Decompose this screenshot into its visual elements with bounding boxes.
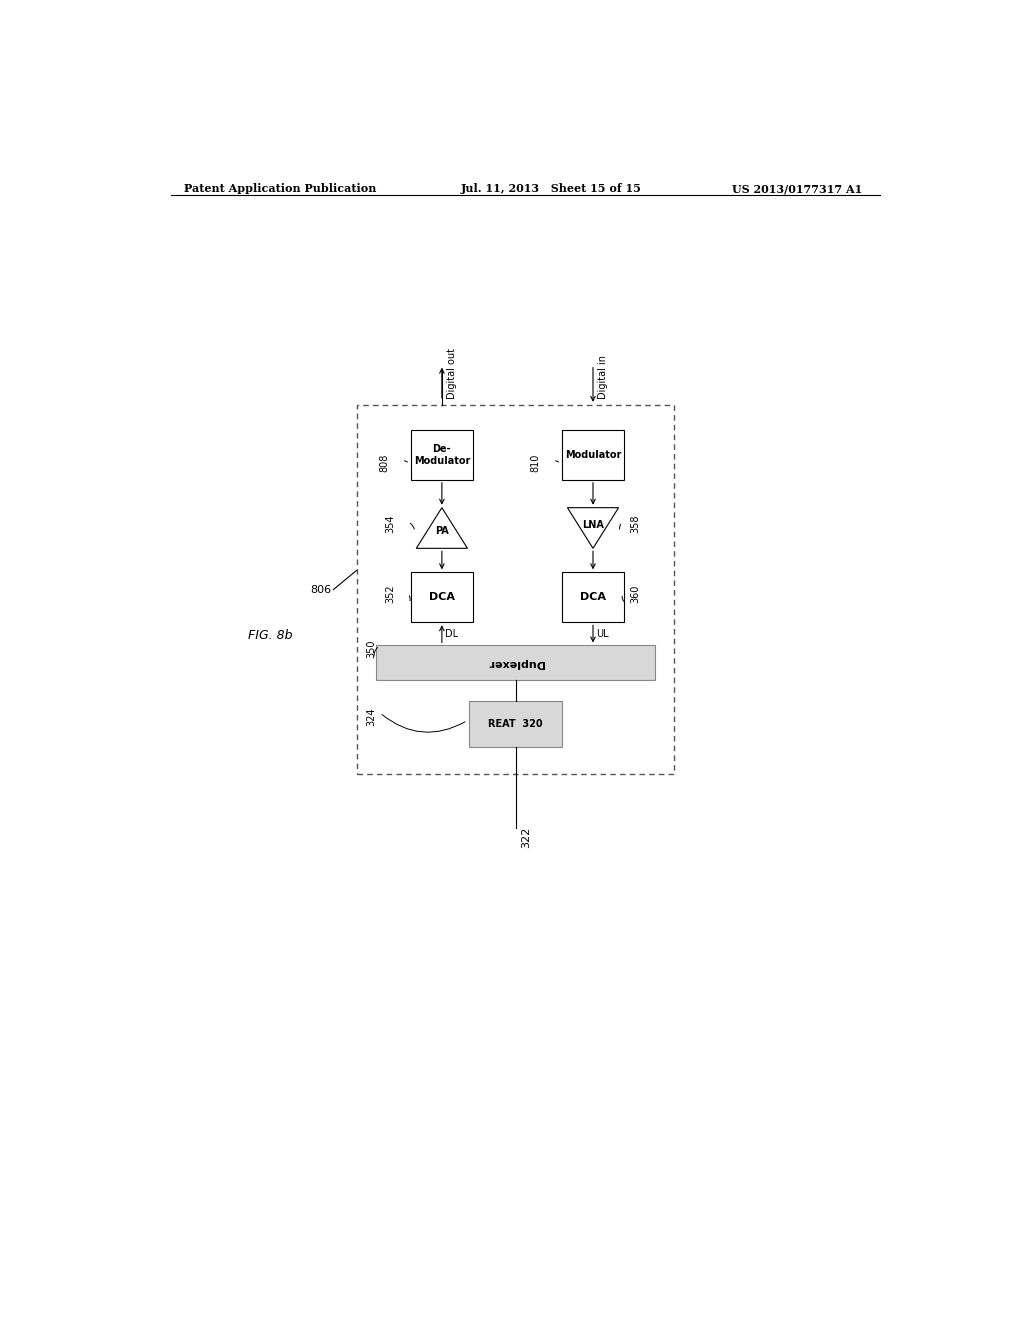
Text: 354: 354 [385, 515, 395, 533]
Text: 358: 358 [630, 515, 640, 533]
Bar [411, 573, 473, 622]
Text: UL: UL [596, 628, 608, 639]
Polygon shape [417, 508, 467, 548]
Bar [411, 430, 473, 480]
Bar [356, 405, 675, 775]
Text: US 2013/0177317 A1: US 2013/0177317 A1 [732, 183, 863, 194]
Text: Modulator: Modulator [565, 450, 622, 459]
Bar [562, 430, 624, 480]
Text: DCA: DCA [429, 593, 455, 602]
Text: De-
Modulator: De- Modulator [414, 444, 470, 466]
Text: 352: 352 [385, 585, 395, 603]
Bar [562, 573, 624, 622]
Text: 350: 350 [366, 640, 376, 659]
Bar [469, 701, 562, 747]
Text: 810: 810 [530, 453, 541, 471]
Text: 806: 806 [310, 585, 331, 594]
Text: 360: 360 [630, 585, 640, 603]
Polygon shape [567, 508, 618, 548]
Text: 324: 324 [366, 708, 376, 726]
Bar [376, 645, 655, 680]
Text: DL: DL [445, 628, 458, 639]
Text: PA: PA [435, 527, 449, 536]
Text: DCA: DCA [580, 593, 606, 602]
Text: FIG. 8b: FIG. 8b [248, 630, 293, 643]
Text: Patent Application Publication: Patent Application Publication [183, 183, 376, 194]
Text: Digital in: Digital in [598, 355, 607, 400]
Text: 322: 322 [521, 826, 530, 847]
Text: 808: 808 [379, 453, 389, 471]
Text: REAT  320: REAT 320 [488, 719, 543, 730]
Text: Jul. 11, 2013   Sheet 15 of 15: Jul. 11, 2013 Sheet 15 of 15 [461, 183, 642, 194]
Text: Digital out: Digital out [446, 348, 457, 400]
Text: LNA: LNA [582, 520, 604, 529]
Text: Duplexer: Duplexer [487, 657, 544, 668]
